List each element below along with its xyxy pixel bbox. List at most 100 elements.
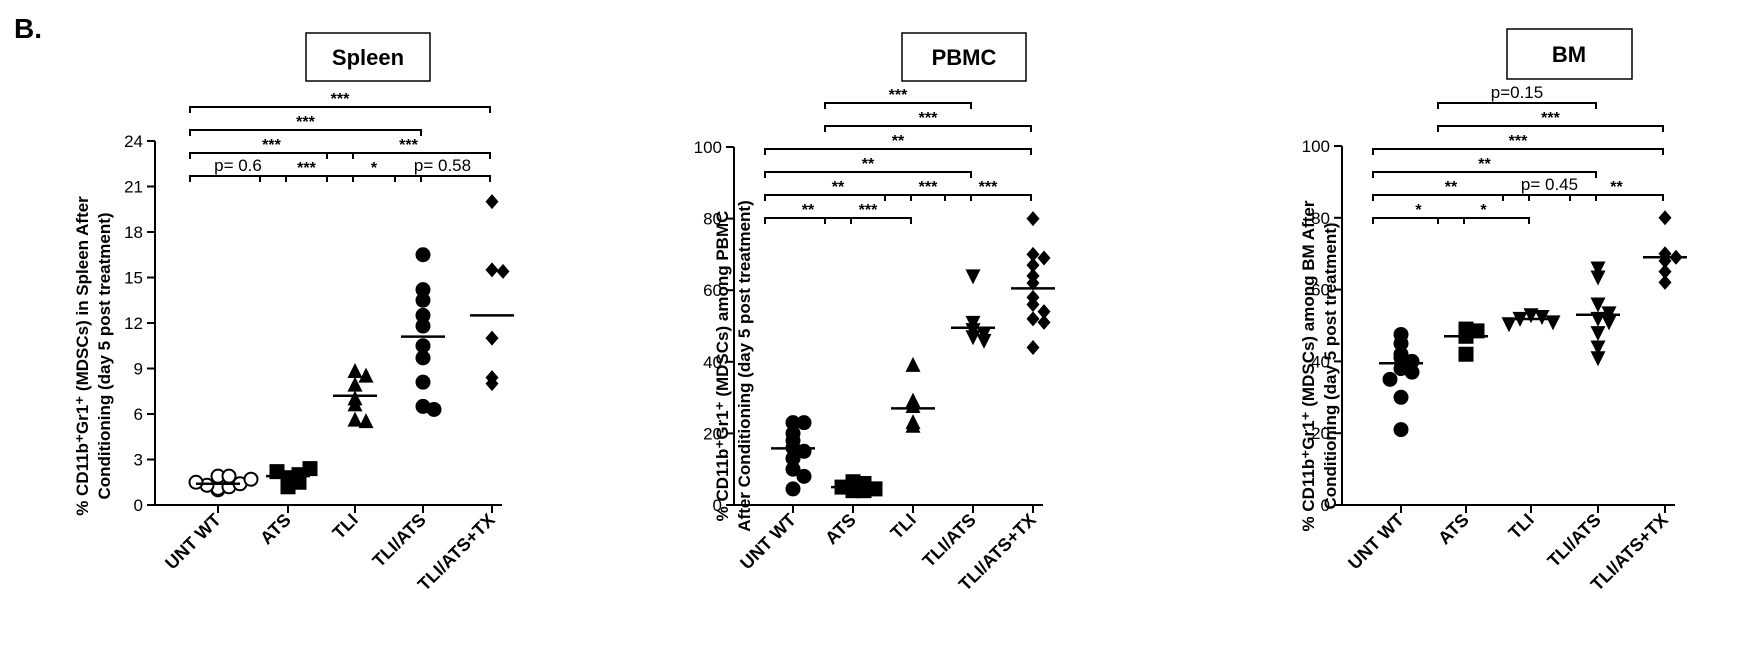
spleen-data-point	[348, 412, 363, 427]
pbmc-significance-bracket: ***	[825, 202, 911, 224]
pbmc-data-point	[966, 269, 981, 284]
spleen-significance-label: *	[371, 160, 378, 177]
spleen-significance-label: ***	[262, 137, 281, 154]
spleen-panel: Spleen % CD11b⁺Gr1⁺ (MDSCs) in Spleen Af…	[73, 33, 514, 595]
spleen-y-tick-label: 24	[124, 132, 143, 151]
bm-significance-label: **	[1478, 156, 1491, 173]
pbmc-category-label: TLI	[887, 510, 920, 543]
spleen-data-point	[427, 402, 442, 417]
spleen-data-point	[245, 473, 258, 486]
bm-y-tick-label: 40	[1311, 352, 1330, 371]
spleen-data-point	[416, 375, 431, 390]
bm-group-3	[1576, 262, 1620, 367]
pbmc-data-point	[857, 483, 872, 498]
spleen-data-point	[486, 331, 499, 346]
spleen-y-tick-label: 9	[134, 360, 143, 379]
bm-y-tick-label: 20	[1311, 424, 1330, 443]
pbmc-y-tick-label: 80	[703, 210, 722, 229]
pbmc-data-point	[1027, 340, 1040, 355]
spleen-significance-label: ***	[399, 137, 418, 154]
spleen-bracket-line	[395, 176, 490, 182]
spleen-significance-bracket: ***	[260, 160, 353, 182]
spleen-significance-bracket: ***	[190, 114, 421, 136]
pbmc-significance-bracket: **	[765, 202, 851, 224]
spleen-data-point	[416, 293, 431, 308]
pbmc-significance-bracket: ***	[825, 110, 1031, 132]
bm-significance-label: **	[1610, 179, 1623, 196]
bm-data-point	[1383, 372, 1398, 387]
spleen-y-tick-label: 6	[134, 405, 143, 424]
pbmc-ylabel-line-2: After Conditioning (day 5 post treatment…	[735, 200, 754, 532]
spleen-data-point	[416, 319, 431, 334]
pbmc-data-point	[1038, 250, 1051, 265]
pbmc-significance-bracket: ***	[885, 179, 971, 201]
bm-data-point	[1459, 347, 1474, 362]
spleen-significance-label: p= 0.58	[414, 156, 471, 175]
pbmc-title: PBMC	[932, 45, 997, 70]
pbmc-significance-bracket: ***	[825, 87, 971, 109]
spleen-significance-bracket: ***	[190, 91, 490, 113]
pbmc-panel: PBMC % CD11b⁺Gr1⁺ (MDSCs) among PBMC Aft…	[694, 33, 1055, 595]
spleen-data-point	[223, 470, 236, 483]
spleen-category-label: ATS	[256, 510, 295, 549]
pbmc-group-4	[1011, 211, 1055, 355]
bm-y-tick-label: 60	[1311, 281, 1330, 300]
pbmc-group-1	[831, 474, 883, 498]
bm-significance-label: p=0.15	[1491, 83, 1543, 102]
spleen-significance-label: p= 0.6	[214, 156, 262, 175]
spleen-data-point	[486, 194, 499, 209]
pbmc-data-point	[1038, 315, 1051, 330]
spleen-group-1	[266, 461, 318, 494]
pbmc-data-point	[1027, 211, 1040, 226]
bm-significance-bracket: **	[1373, 179, 1529, 201]
spleen-group-0	[190, 470, 258, 497]
pbmc-category-label: TLI/ATS	[919, 510, 980, 571]
pbmc-significance-label: **	[892, 133, 905, 150]
bm-group-4	[1643, 210, 1687, 290]
spleen-group-3	[401, 247, 445, 417]
pbmc-significance-label: **	[802, 202, 815, 219]
spleen-significance-label: ***	[297, 160, 316, 177]
bm-significance-label: **	[1445, 179, 1458, 196]
pbmc-data-point	[797, 415, 812, 430]
bm-significance-label: *	[1415, 202, 1422, 219]
pbmc-data-point	[966, 330, 981, 345]
spleen-data-point	[348, 363, 363, 378]
spleen-data-point	[416, 247, 431, 262]
spleen-significance-label: ***	[296, 114, 315, 131]
spleen-y-tick-label: 12	[124, 314, 143, 333]
bm-data-point	[1659, 275, 1672, 290]
spleen-significance-label: ***	[331, 91, 350, 108]
bm-significance-bracket: ***	[1438, 110, 1663, 132]
spleen-category-label: TLI	[329, 510, 362, 543]
spleen-title: Spleen	[332, 45, 404, 70]
bm-data-point	[1405, 365, 1420, 380]
pbmc-significance-label: ***	[919, 110, 938, 127]
pbmc-significance-bracket: **	[765, 156, 971, 178]
bm-y-tick-label: 80	[1311, 209, 1330, 228]
pbmc-y-tick-label: 0	[713, 496, 722, 515]
spleen-y-tick-label: 15	[124, 269, 143, 288]
pbmc-category-label: ATS	[821, 510, 860, 549]
pbmc-data-point	[906, 357, 921, 372]
bm-significance-bracket: ***	[1373, 133, 1663, 155]
spleen-data-point	[486, 262, 499, 277]
bm-y-tick-label: 100	[1302, 137, 1330, 156]
bm-panel: BM % CD11b⁺Gr1⁺ (MDSCs) among BM After C…	[1299, 29, 1687, 595]
spleen-significance-bracket: p= 0.6	[190, 156, 286, 182]
spleen-group-4	[470, 194, 514, 391]
pbmc-data-point	[977, 334, 992, 349]
pbmc-group-0	[771, 415, 815, 496]
spleen-category-label: UNT WT	[161, 510, 225, 574]
bm-significance-bracket: *	[1373, 202, 1464, 224]
bm-significance-label: *	[1480, 202, 1487, 219]
pbmc-group-2	[891, 357, 935, 433]
spleen-ylabel-line-2: Conditioning (day 5 post treatment)	[95, 212, 114, 499]
pbmc-significance-bracket: **	[765, 179, 911, 201]
spleen-data-point	[416, 350, 431, 365]
pbmc-data-point	[797, 469, 812, 484]
pbmc-significance-label: ***	[979, 179, 998, 196]
spleen-ylabel-line-1: % CD11b⁺Gr1⁺ (MDSCs) in Spleen After	[73, 196, 92, 516]
pbmc-significance-label: ***	[919, 179, 938, 196]
